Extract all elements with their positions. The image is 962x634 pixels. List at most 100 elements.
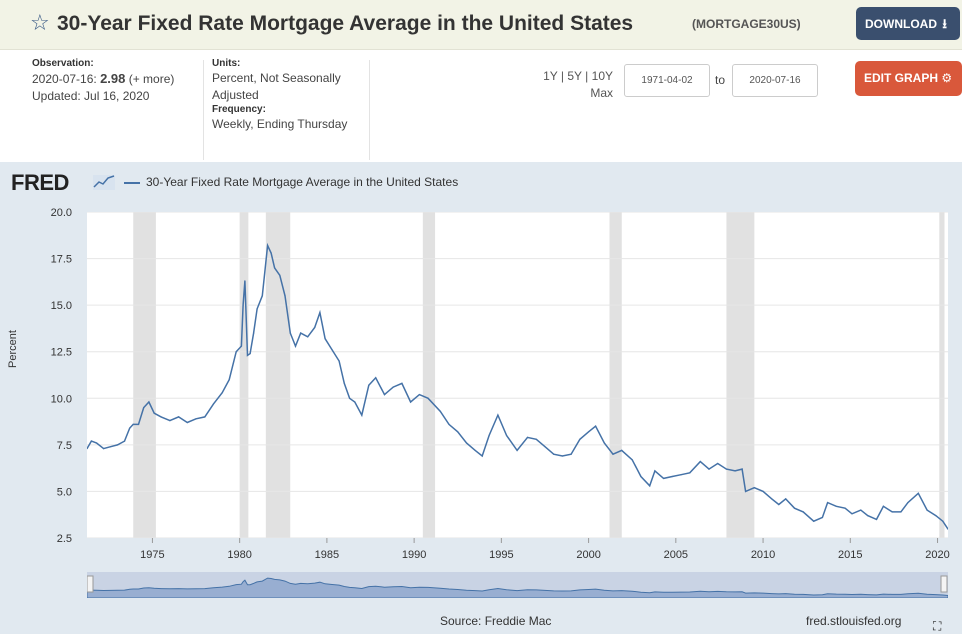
- data-point: [699, 461, 701, 463]
- recession-band: [609, 212, 622, 538]
- gear-icon: ⚙: [941, 71, 953, 85]
- edit-graph-label: EDIT GRAPH: [864, 71, 939, 85]
- y-tick-label: 17.5: [51, 254, 72, 266]
- data-point: [753, 487, 755, 489]
- data-point: [418, 394, 420, 396]
- data-point: [851, 513, 853, 515]
- data-point: [821, 516, 824, 519]
- data-point: [561, 455, 563, 457]
- data-point: [579, 438, 581, 440]
- download-button[interactable]: DOWNLOAD ⭳: [856, 7, 960, 40]
- data-point: [506, 434, 508, 437]
- x-tick-label: 1975: [140, 549, 164, 561]
- data-point: [835, 505, 837, 507]
- fullscreen-icon[interactable]: ⛶: [933, 619, 942, 633]
- data-point: [544, 446, 546, 448]
- data-point: [410, 401, 412, 403]
- data-point: [553, 453, 555, 455]
- navigator-series: [86, 577, 949, 599]
- data-point: [300, 332, 302, 334]
- navigator-chart: [86, 575, 949, 599]
- data-point: [595, 425, 597, 427]
- data-point: [935, 515, 937, 517]
- data-point: [204, 416, 206, 418]
- data-point: [926, 509, 928, 511]
- data-point: [439, 410, 441, 412]
- data-point: [427, 397, 429, 399]
- data-point: [785, 498, 787, 500]
- end-date-input[interactable]: 2020-07-16: [732, 64, 818, 97]
- recession-band: [133, 212, 156, 538]
- data-point: [90, 440, 92, 442]
- credit-text[interactable]: fred.stlouisfed.org: [806, 614, 902, 628]
- series-id: (MORTGAGE30US): [692, 17, 801, 31]
- units-label: Units:: [212, 58, 241, 69]
- data-point: [103, 448, 105, 450]
- data-point: [137, 423, 140, 425]
- data-point: [942, 520, 944, 522]
- y-tick-label: 5.0: [57, 486, 72, 498]
- recession-band: [422, 212, 436, 538]
- data-point: [86, 448, 88, 450]
- navigator-right-handle[interactable]: [940, 575, 948, 593]
- data-point: [745, 490, 747, 492]
- source-text: Source: Freddie Mac: [440, 614, 552, 628]
- data-point: [289, 332, 291, 334]
- data-point: [246, 354, 249, 356]
- recession-band: [265, 212, 291, 538]
- data-point: [153, 412, 155, 414]
- plot-area[interactable]: [86, 211, 949, 539]
- observation-value: 2.98: [100, 71, 126, 86]
- range-navigator[interactable]: [86, 572, 949, 599]
- x-tick-label: 2000: [576, 549, 600, 561]
- navigator-left-handle[interactable]: [86, 575, 94, 593]
- data-point: [123, 440, 126, 442]
- data-point: [274, 267, 276, 269]
- range-1y-button[interactable]: 1Y: [543, 69, 558, 83]
- x-tick-label: 1990: [402, 549, 426, 561]
- data-point: [465, 442, 468, 444]
- data-point: [448, 423, 450, 425]
- data-point: [474, 449, 476, 451]
- y-tick-label: 15.0: [51, 300, 72, 312]
- data-point: [343, 382, 345, 384]
- data-point: [844, 507, 846, 509]
- recession-band: [939, 212, 945, 538]
- data-point: [186, 421, 188, 424]
- data-point: [867, 515, 869, 517]
- range-10y-button[interactable]: 10Y: [591, 69, 613, 83]
- data-point: [401, 382, 403, 384]
- range-5y-button[interactable]: 5Y: [567, 69, 582, 83]
- data-point: [741, 468, 743, 470]
- data-point: [354, 401, 356, 403]
- x-tick-label: 1995: [489, 549, 513, 561]
- range-max-button[interactable]: Max: [590, 86, 613, 100]
- more-link[interactable]: (+ more): [128, 72, 175, 86]
- data-point: [110, 446, 112, 448]
- data-point: [689, 472, 691, 474]
- data-point: [649, 485, 651, 487]
- axes-svg: 1975 1980 1985 1990 1995 2000 2005 2010 2015 2020: [140, 538, 950, 561]
- start-date-input[interactable]: 1971-04-02: [624, 64, 710, 97]
- y-axis-svg: 2.5 5.0 7.5 10.0 12.5 15.0 17.5 20.0: [51, 207, 72, 545]
- divider: [369, 60, 370, 160]
- star-icon[interactable]: ☆: [30, 10, 50, 35]
- data-point: [279, 274, 281, 276]
- data-point: [671, 475, 673, 478]
- data-point: [212, 403, 215, 405]
- data-point: [361, 414, 363, 416]
- data-point: [148, 401, 150, 403]
- data-point: [917, 492, 919, 494]
- data-point: [875, 518, 878, 520]
- data-point: [734, 470, 736, 472]
- data-point: [178, 416, 180, 418]
- edit-graph-button[interactable]: EDIT GRAPH ⚙: [855, 61, 962, 96]
- data-point: [631, 459, 633, 461]
- data-point: [195, 418, 197, 420]
- data-point: [771, 498, 773, 500]
- data-point: [368, 384, 370, 386]
- data-point: [244, 280, 246, 282]
- observation-date: 2020-07-16:: [32, 72, 97, 86]
- data-point: [228, 379, 230, 381]
- x-tick-label: 2020: [925, 549, 949, 561]
